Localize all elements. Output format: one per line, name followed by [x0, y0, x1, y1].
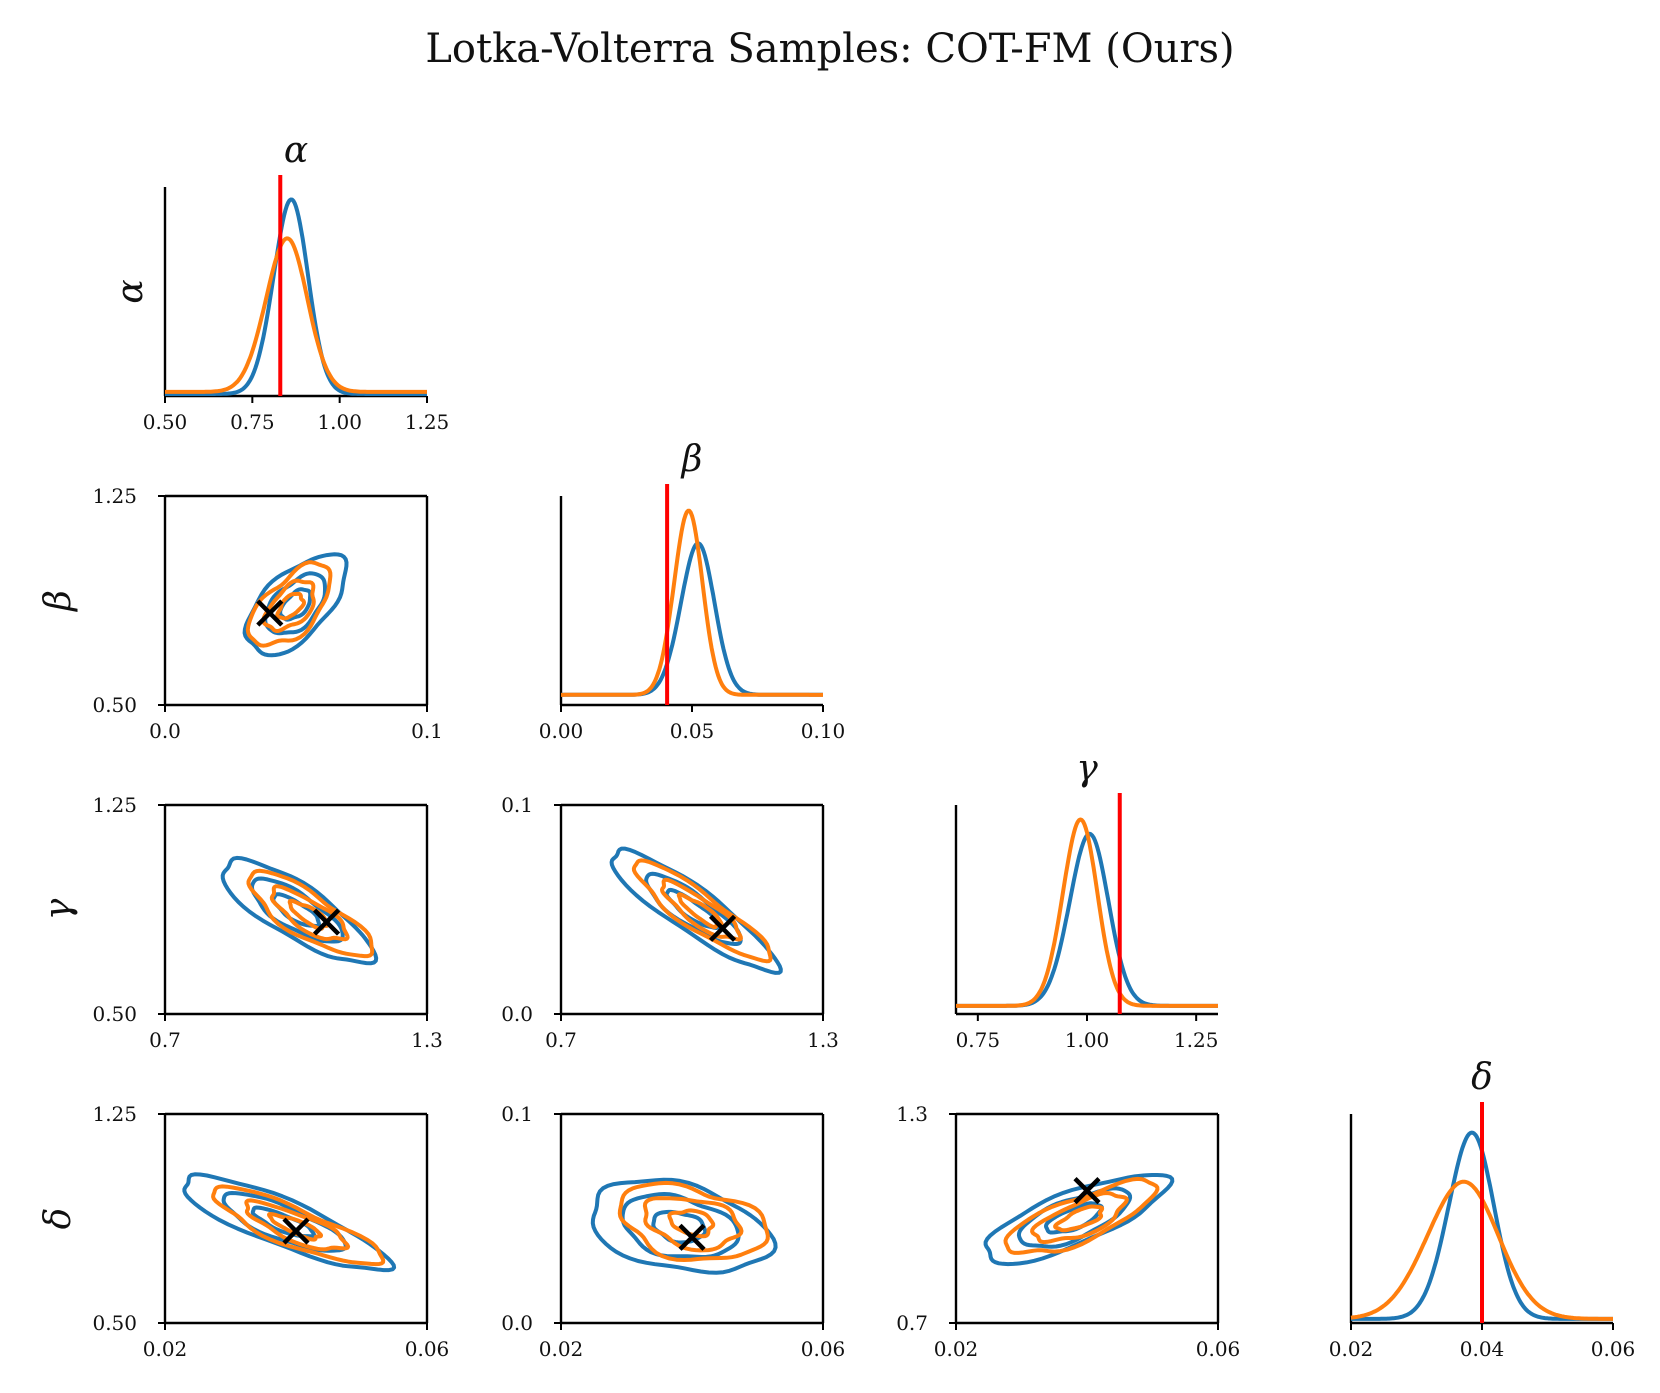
pair-2-1-contour-orange-0 [631, 858, 773, 964]
pair-3-1-ytick-label: 0.0 [501, 1311, 533, 1335]
pair-1-0-contour-orange-0 [245, 560, 333, 648]
pair-1-0-truth-marker [256, 599, 284, 627]
figure-title: Lotka-Volterra Samples: COT-FM (Ours) [425, 26, 1234, 72]
pair-2-0-contour-blue-0 [220, 855, 379, 966]
pair-3-0-contour-orange-2 [267, 1212, 323, 1242]
diag-0-xtick-label: 0.75 [230, 410, 275, 434]
pair-2-0-contour-blue-1 [250, 876, 345, 944]
diagonal-panel-0: 0.50 0.75 1.00 1.25 α α [110, 130, 449, 434]
pair-3-2-xtick-label: 0.06 [1196, 1337, 1241, 1361]
diag-2-density-blue [955, 831, 1219, 1008]
diag-3-title: δ [1471, 1057, 1493, 1098]
pair-3-2-contour-orange-1 [1030, 1191, 1129, 1245]
diag-2-title: γ [1076, 748, 1098, 789]
diagonal-panel-3: 0.02 0.04 0.06 δ [1329, 1057, 1636, 1361]
pair-3-0-ytick-label: 1.25 [92, 1102, 137, 1126]
diag-2-density-orange [955, 817, 1219, 1008]
panels: 0.50 0.75 1.00 1.25 α α 0.00 0.05 0.10 β 0.75 1.00 1… [38, 130, 1635, 1361]
pair-2-0-contour-blue-2 [271, 892, 321, 928]
diag-2-xtick-label: 1.00 [1065, 1028, 1110, 1052]
pair-3-0-contour-orange-1 [244, 1198, 351, 1252]
pair-2-1-ytick-label: 0.1 [501, 793, 533, 817]
pair-2-0-ytick-label: 0.50 [92, 1002, 137, 1026]
diag-2-xtick-label: 0.75 [956, 1028, 1001, 1052]
pair-3-2-contour-orange-2 [1053, 1204, 1105, 1233]
pair-3-0-ytick-label: 0.50 [92, 1311, 137, 1335]
pair-3-2-contour-orange-0 [1003, 1176, 1160, 1255]
ylabel-0: α [110, 279, 151, 303]
diag-0-title: α [284, 130, 308, 171]
diag-1-density-blue [560, 541, 824, 697]
pair-panel-2-1: 0.7 1.3 0.0 0.1 [501, 793, 839, 1052]
pair-3-0-xtick-label: 0.06 [405, 1337, 450, 1361]
pair-2-1-xtick-label: 1.3 [807, 1028, 839, 1052]
pair-3-2-ytick-label: 0.7 [896, 1311, 928, 1335]
pair-3-1-contour-orange-2 [667, 1208, 716, 1239]
pair-1-0-contour-orange-1 [261, 578, 316, 633]
pair-3-2-xtick-label: 0.02 [934, 1337, 979, 1361]
pair-3-1-contour-orange-0 [617, 1180, 770, 1262]
pair-2-1-contour-orange-2 [676, 892, 724, 930]
ylabel-2: γ [38, 898, 79, 920]
diag-0-density-blue [164, 197, 428, 396]
pair-2-0-contour-orange-0 [246, 868, 375, 959]
diag-0-xtick-label: 1.25 [405, 410, 450, 434]
pair-3-1-ytick-label: 0.1 [501, 1102, 533, 1126]
diag-1-xtick-label: 0.10 [801, 719, 846, 743]
pair-3-0-xtick-label: 0.02 [143, 1337, 188, 1361]
pair-3-2-ytick-label: 1.3 [896, 1102, 928, 1126]
pair-3-1-truth-marker [678, 1223, 706, 1251]
pair-2-1-contour-blue-2 [664, 887, 720, 930]
diag-0-density-orange [164, 236, 428, 394]
pair-panel-2-0: 0.7 1.3 0.50 1.25 γ [38, 793, 443, 1052]
diag-0-xtick-label: 0.50 [143, 410, 188, 434]
pair-1-0-contour-orange-2 [275, 591, 306, 621]
pair-2-0-contour-orange-1 [269, 884, 350, 942]
diag-0-xtick-label: 1.00 [317, 410, 362, 434]
pair-panel-3-2: 0.02 0.06 0.7 1.3 [896, 1102, 1240, 1361]
pair-2-0-truth-marker [312, 908, 341, 936]
pair-3-1-xtick-label: 0.02 [539, 1337, 584, 1361]
pair-2-1-contour-blue-0 [609, 846, 783, 975]
pair-3-0-truth-marker [282, 1217, 310, 1245]
pair-2-1-ytick-label: 0.0 [501, 1002, 533, 1026]
diag-3-xtick-label: 0.06 [1591, 1337, 1636, 1361]
pair-1-0-ytick-label: 0.50 [92, 693, 137, 717]
pair-3-1-xtick-label: 0.06 [801, 1337, 846, 1361]
diag-3-xtick-label: 0.02 [1329, 1337, 1374, 1361]
pair-3-0-contour-orange-0 [211, 1184, 386, 1267]
pair-2-0-ytick-label: 1.25 [92, 793, 137, 817]
diag-1-title: β [680, 439, 703, 480]
diagonal-panel-2: 0.75 1.00 1.25 γ [954, 748, 1219, 1052]
diag-3-xtick-label: 0.04 [1460, 1337, 1505, 1361]
diag-1-density-orange [560, 508, 824, 697]
ylabel-3: δ [38, 1208, 79, 1230]
pair-panel-3-0: 0.02 0.06 0.50 1.25 δ [38, 1102, 449, 1361]
pair-1-0-ytick-label: 1.25 [92, 484, 137, 508]
pair-3-2-truth-marker [1073, 1177, 1101, 1205]
diag-1-xtick-label: 0.05 [670, 719, 715, 743]
pair-2-1-xtick-label: 0.7 [545, 1028, 577, 1052]
pair-3-1-contour-orange-1 [642, 1196, 744, 1253]
pair-1-0-xtick-label: 0.1 [411, 719, 443, 743]
pair-panel-1-0: 0.0 0.1 0.50 1.25 β [38, 484, 443, 743]
diag-2-xtick-label: 1.25 [1174, 1028, 1219, 1052]
pair-3-2-contour-blue-0 [983, 1173, 1175, 1267]
pair-2-0-xtick-label: 0.7 [149, 1028, 181, 1052]
pair-panel-3-1: 0.02 0.06 0.0 0.1 [501, 1102, 845, 1361]
ylabel-1: β [38, 590, 79, 613]
diagonal-panel-1: 0.00 0.05 0.10 β [539, 439, 846, 743]
pair-2-0-xtick-label: 1.3 [411, 1028, 443, 1052]
diag-1-xtick-label: 0.00 [539, 719, 584, 743]
pair-2-1-truth-marker [708, 914, 737, 942]
pair-1-0-xtick-label: 0.0 [149, 719, 181, 743]
